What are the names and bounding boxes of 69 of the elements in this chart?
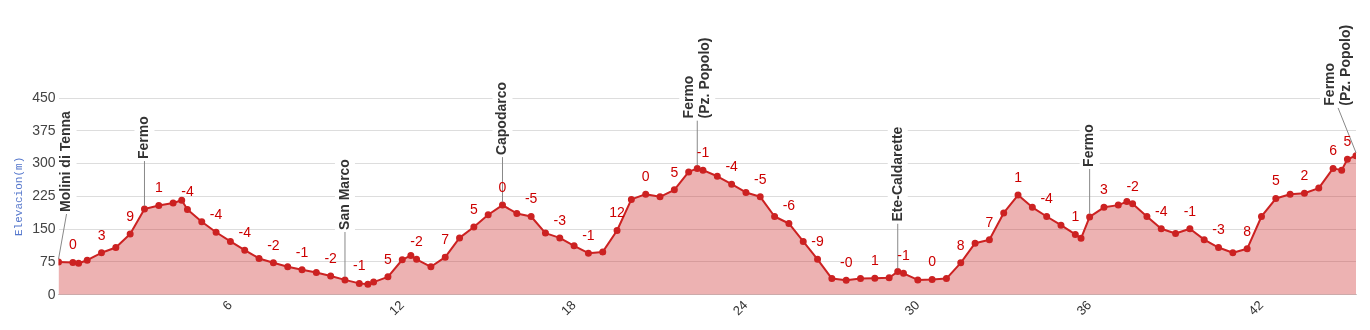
annotation: -4: [1155, 202, 1168, 219]
annotation: -0: [839, 254, 853, 271]
annotation: 0: [928, 253, 937, 270]
annotation: 1: [1071, 208, 1080, 225]
annotation: -6: [782, 197, 796, 214]
x-tick-label: 18: [557, 297, 579, 319]
annotation: 1: [1014, 168, 1023, 185]
annotation: Ete-Caldarette: [888, 126, 905, 222]
annotation: San Marco: [335, 159, 352, 230]
annotation: Capodarco: [493, 81, 510, 156]
annotation: -2: [1126, 177, 1140, 194]
y-tick-label: 225: [32, 187, 56, 204]
annotation: -9: [811, 233, 824, 250]
annotation: Fermo: [1080, 124, 1097, 167]
annotation: 8: [1243, 222, 1252, 239]
annotation: Fermo (Pz. Popolo): [680, 37, 713, 119]
annotation: 0: [498, 178, 507, 195]
annotation: -1: [353, 257, 366, 274]
annotation: 0: [68, 236, 77, 253]
annotation: -1: [696, 144, 710, 160]
y-tick-label: 150: [32, 220, 56, 237]
x-tick-label: 30: [901, 297, 923, 319]
annotation: 7: [985, 213, 994, 230]
annotation: 12: [609, 204, 626, 221]
annotation: -4: [181, 183, 194, 200]
x-tick-label: 6: [219, 297, 236, 314]
annotation: 5: [670, 163, 679, 180]
annotation: 3: [97, 226, 106, 243]
annotation: -4: [1040, 190, 1054, 207]
y-tick-label: 375: [32, 121, 56, 138]
annotation: -2: [410, 233, 424, 250]
x-tick-label: 36: [1073, 297, 1095, 319]
annotation: -4: [238, 224, 252, 241]
y-axis-title: Elevacion(m): [12, 156, 25, 236]
annotation: -1: [582, 227, 595, 244]
annotation: 9: [126, 207, 135, 224]
annotation: -2: [267, 236, 280, 253]
x-tick-label: 42: [1245, 297, 1267, 319]
annotation: Fermo: [135, 116, 152, 160]
annotation: -5: [524, 190, 538, 207]
y-tick-label: 0: [47, 285, 56, 302]
annotation: 5: [1343, 133, 1352, 150]
annotation: -1: [897, 247, 910, 264]
y-tick-label: 75: [39, 252, 56, 269]
annotation: 2: [1300, 167, 1309, 184]
annotation: 3: [1100, 181, 1109, 198]
annotation: -1: [1183, 202, 1197, 219]
annotation: 7: [441, 231, 450, 247]
annotation: 1: [870, 251, 879, 268]
annotation: -5: [754, 170, 767, 187]
x-tick-label: 24: [729, 297, 751, 319]
annotation: -4: [209, 206, 223, 223]
y-tick-label: 300: [32, 154, 56, 171]
x-tick-label: 12: [386, 297, 407, 319]
annotation: 0: [641, 168, 650, 185]
annotation: -3: [553, 211, 567, 228]
annotation: -3: [1212, 221, 1225, 238]
annotation: 5: [384, 250, 393, 267]
annotation: Fermo (Pz. Popolo): [1320, 24, 1353, 106]
y-tick-label: 450: [32, 88, 56, 105]
annotation: -2: [324, 249, 338, 266]
annotation: 6: [1329, 142, 1338, 159]
annotation: Molini di Tenna: [57, 110, 74, 212]
annotation: 5: [1271, 172, 1280, 189]
annotation: 5: [469, 200, 478, 217]
annotation: -1: [295, 243, 309, 260]
annotation: 1: [154, 179, 163, 196]
annotation: 8: [956, 236, 965, 253]
annotation: -4: [725, 157, 739, 174]
